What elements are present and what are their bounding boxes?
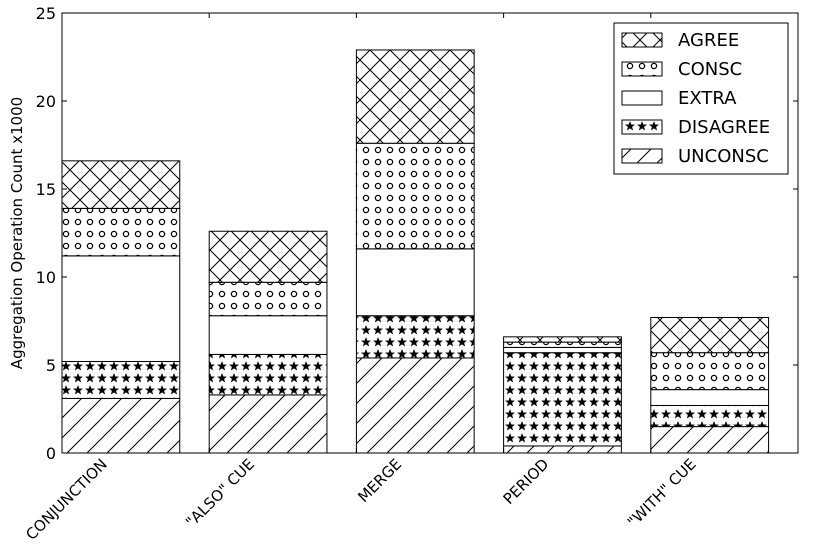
x-tick-label: MERGE — [354, 455, 405, 506]
bar-agree-4 — [650, 316, 770, 354]
legend-label-consc: CONSC — [678, 59, 742, 80]
bar-agree-1 — [208, 230, 328, 283]
bar-agree-3 — [503, 336, 622, 343]
y-tick-label: 15 — [36, 180, 56, 199]
bar-agree-2 — [355, 49, 475, 144]
x-tick-label: "ALSO" CUE — [182, 455, 258, 531]
legend: AGREE CONSC EXTRA DISAGREE UNCONSC — [613, 22, 789, 175]
bar-unconsc-2 — [355, 357, 475, 454]
bar-disagree-2 — [355, 315, 475, 359]
y-tick-label: 0 — [46, 444, 56, 463]
bar-disagree-3 — [503, 352, 622, 447]
bar-extra-0 — [61, 255, 181, 362]
bar-consc-2 — [355, 142, 475, 250]
bar-consc-1 — [208, 281, 328, 317]
legend-label-extra: EXTRA — [678, 88, 737, 109]
y-tick-label: 5 — [46, 356, 56, 375]
legend-swatch-unconsc — [621, 148, 663, 164]
bar-extra-1 — [208, 315, 328, 355]
bar-extra-2 — [355, 248, 475, 317]
bar-unconsc-1 — [208, 394, 328, 454]
legend-swatch-extra — [621, 90, 663, 106]
y-tick-label: 25 — [36, 4, 56, 23]
legend-swatch-agree — [621, 32, 663, 48]
bar-unconsc-3 — [503, 445, 622, 454]
x-tick-label: CONJUNCTION — [22, 455, 111, 544]
bars-layer — [61, 49, 770, 454]
bar-disagree-4 — [650, 404, 770, 428]
bar-extra-4 — [650, 389, 770, 406]
bar-disagree-1 — [208, 353, 328, 396]
bar-disagree-0 — [61, 360, 181, 399]
y-axis: 0 5 10 15 20 25 — [36, 4, 798, 463]
plot-frame — [61, 12, 799, 454]
bar-agree-0 — [61, 160, 181, 209]
bar-unconsc-0 — [61, 397, 181, 454]
x-tick-label: "WITH" CUE — [624, 455, 700, 531]
y-tick-label: 20 — [36, 92, 56, 111]
y-tick-label: 10 — [36, 268, 56, 287]
legend-label-disagree: DISAGREE — [678, 117, 770, 138]
bar-unconsc-4 — [650, 426, 770, 454]
legend-swatch-disagree — [621, 119, 663, 135]
bar-consc-0 — [61, 207, 181, 257]
bar-consc-3 — [503, 341, 622, 348]
y-axis-label: Aggregation Operation Count x1000 — [8, 97, 26, 369]
legend-label-unconsc: UNCONSC — [678, 146, 769, 167]
bar-extra-3 — [503, 346, 622, 354]
x-tick-label: PERIOD — [500, 455, 553, 508]
legend-label-agree: AGREE — [678, 30, 739, 51]
bar-consc-4 — [650, 352, 770, 391]
legend-swatch-consc — [621, 61, 663, 77]
